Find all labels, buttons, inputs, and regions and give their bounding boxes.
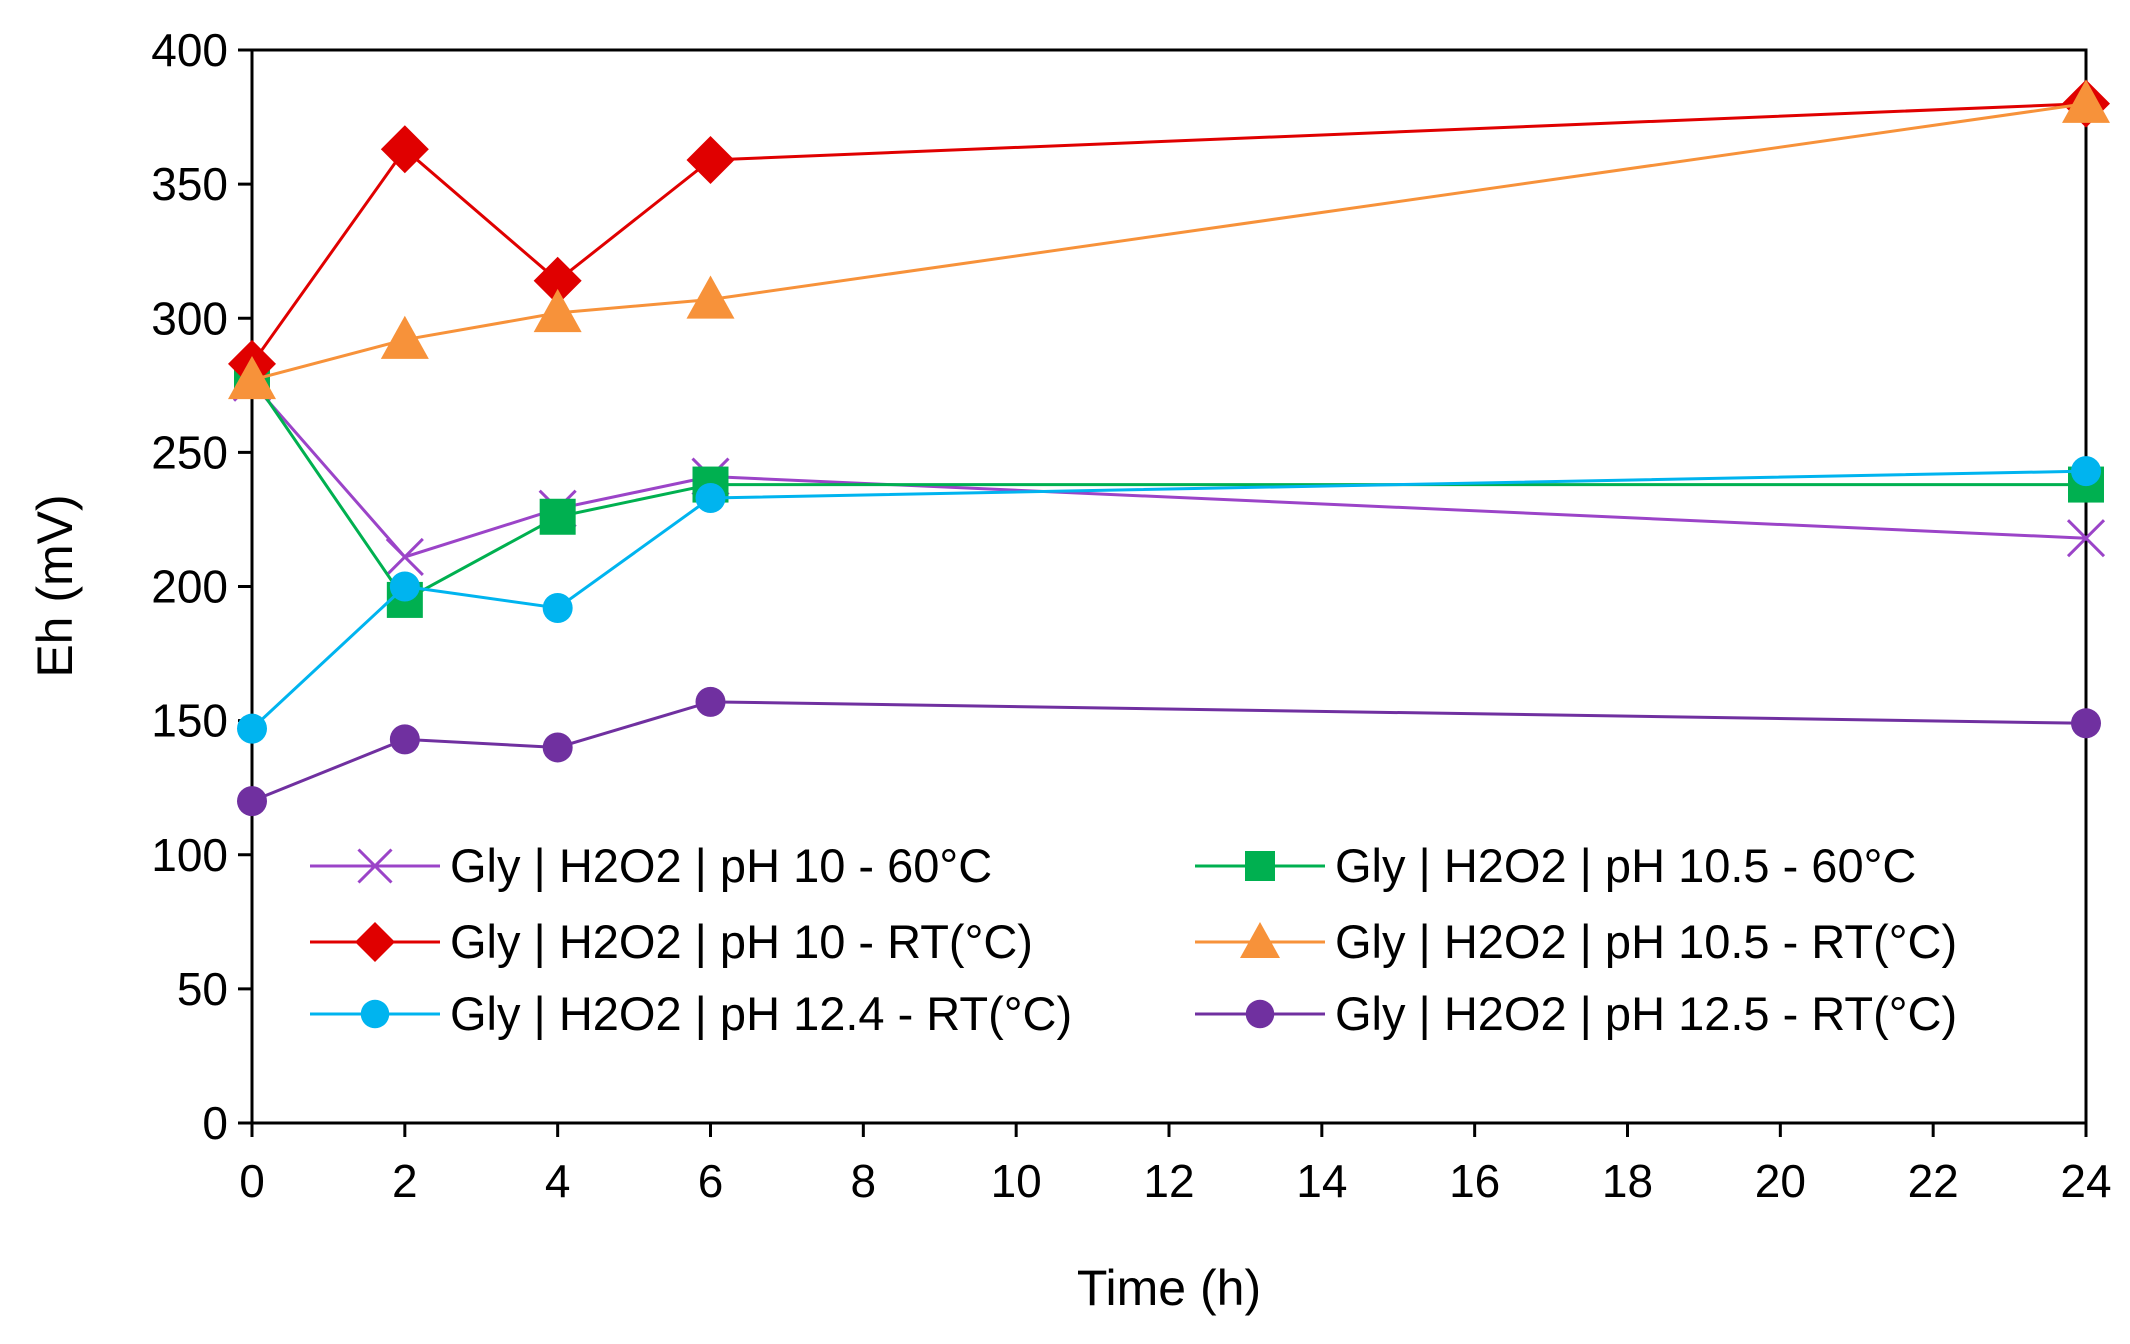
legend-entry: Gly | H2O2 | pH 12.5 - RT(°C) bbox=[1195, 987, 1957, 1040]
series-line bbox=[251, 700, 2087, 803]
y-axis-ticks: 0 50 100 150 200 250 300 350 400 bbox=[151, 24, 252, 1149]
x-tick-label: 18 bbox=[1602, 1155, 1653, 1207]
series-6 bbox=[237, 686, 2101, 817]
x-axis-title: Time (h) bbox=[1077, 1260, 1261, 1316]
data-point bbox=[542, 592, 573, 623]
series-layer bbox=[228, 79, 2110, 817]
y-tick-label: 350 bbox=[151, 158, 228, 210]
data-point bbox=[533, 256, 582, 305]
series-4 bbox=[228, 79, 2110, 400]
data-point bbox=[539, 498, 576, 535]
legend-label: Gly | H2O2 | pH 12.5 - RT(°C) bbox=[1335, 987, 1957, 1040]
y-axis-title: Eh (mV) bbox=[27, 494, 83, 677]
x-tick-label: 2 bbox=[392, 1155, 418, 1207]
x-tick-label: 4 bbox=[545, 1155, 571, 1207]
legend-marker bbox=[357, 848, 393, 884]
x-tick-label: 8 bbox=[851, 1155, 877, 1207]
data-point bbox=[385, 537, 424, 577]
x-tick-label: 10 bbox=[991, 1155, 1042, 1207]
y-tick-label: 300 bbox=[151, 292, 228, 344]
series-5 bbox=[237, 456, 2101, 744]
data-point bbox=[237, 786, 267, 817]
series-line bbox=[250, 469, 2087, 730]
data-point bbox=[237, 713, 267, 744]
legend-marker bbox=[355, 922, 395, 962]
legend-marker bbox=[1245, 851, 1275, 881]
y-tick-label: 50 bbox=[177, 963, 228, 1015]
legend-label: Gly | H2O2 | pH 12.4 - RT(°C) bbox=[450, 987, 1072, 1040]
legend-entry: Gly | H2O2 | pH 10 - RT(°C) bbox=[310, 915, 1033, 968]
legend-entry: Gly | H2O2 | pH 10 - 60°C bbox=[310, 839, 992, 892]
legend: Gly | H2O2 | pH 10 - 60°C Gly | H2O2 | pH… bbox=[310, 839, 1957, 1040]
data-point bbox=[389, 724, 420, 755]
data-point bbox=[695, 482, 726, 513]
legend-marker bbox=[1245, 999, 1275, 1029]
legend-label: Gly | H2O2 | pH 10.5 - RT(°C) bbox=[1335, 915, 1957, 968]
data-point bbox=[228, 355, 276, 400]
data-point bbox=[686, 135, 735, 184]
legend-entry: Gly | H2O2 | pH 12.4 - RT(°C) bbox=[310, 987, 1072, 1040]
x-tick-label: 22 bbox=[1908, 1155, 1959, 1207]
y-tick-label: 150 bbox=[151, 695, 228, 747]
y-tick-label: 100 bbox=[151, 829, 228, 881]
data-point bbox=[380, 125, 429, 174]
x-tick-label: 20 bbox=[1755, 1155, 1806, 1207]
legend-label: Gly | H2O2 | pH 10 - RT(°C) bbox=[450, 915, 1033, 968]
x-axis-ticks: 0 2 4 6 8 10 12 14 16 18 20 22 24 bbox=[239, 1123, 2112, 1207]
y-tick-label: 250 bbox=[151, 426, 228, 478]
data-point bbox=[2062, 79, 2110, 123]
x-tick-label: 24 bbox=[2060, 1155, 2111, 1207]
x-tick-label: 0 bbox=[239, 1155, 265, 1207]
data-point bbox=[533, 288, 582, 333]
series-line bbox=[251, 102, 2087, 382]
data-point bbox=[2071, 708, 2101, 739]
data-point bbox=[695, 686, 726, 717]
legend-marker bbox=[360, 999, 390, 1029]
x-tick-label: 14 bbox=[1296, 1155, 1347, 1207]
series-line bbox=[250, 381, 2087, 559]
x-tick-label: 12 bbox=[1143, 1155, 1194, 1207]
legend-entry: Gly | H2O2 | pH 10.5 - 60°C bbox=[1195, 839, 1916, 892]
data-point bbox=[542, 732, 573, 763]
data-point bbox=[2066, 519, 2106, 558]
legend-entry: Gly | H2O2 | pH 10.5 - RT(°C) bbox=[1195, 915, 1957, 968]
legend-label: Gly | H2O2 | pH 10.5 - 60°C bbox=[1335, 839, 1916, 892]
legend-marker bbox=[1240, 922, 1280, 958]
data-point bbox=[380, 315, 429, 359]
legend-label: Gly | H2O2 | pH 10 - 60°C bbox=[450, 839, 992, 892]
series-1 bbox=[232, 363, 2106, 577]
data-point bbox=[389, 571, 420, 602]
x-tick-label: 6 bbox=[698, 1155, 724, 1207]
y-tick-label: 400 bbox=[151, 24, 228, 76]
y-tick-label: 200 bbox=[151, 561, 228, 613]
y-tick-label: 0 bbox=[202, 1097, 228, 1149]
data-point bbox=[686, 275, 735, 319]
data-point bbox=[2071, 456, 2101, 487]
x-tick-label: 16 bbox=[1449, 1155, 1500, 1207]
